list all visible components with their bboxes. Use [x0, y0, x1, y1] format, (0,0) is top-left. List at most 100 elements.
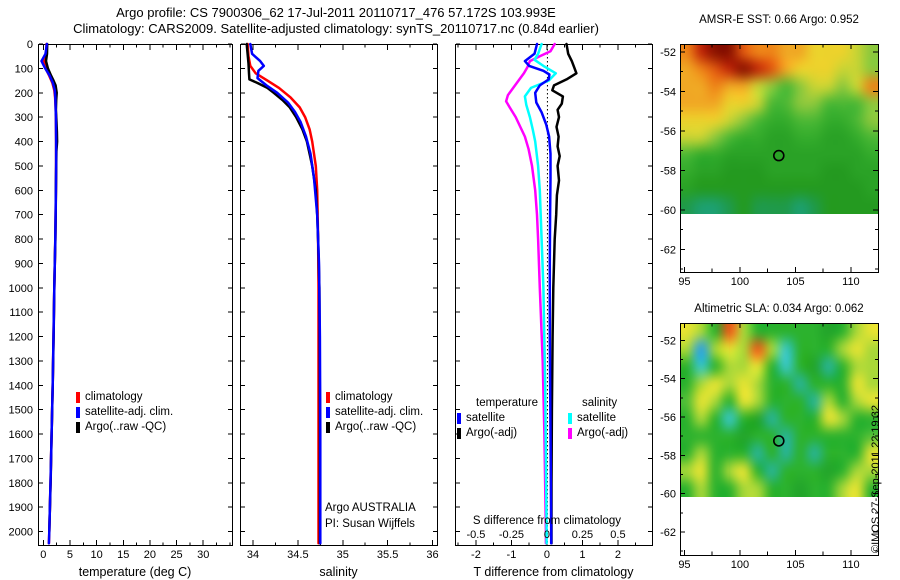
depth-tick-label: 2000 — [9, 527, 33, 539]
salinity_profile-series-climatology — [246, 42, 320, 545]
depth-tick-label: 1200 — [9, 332, 33, 344]
figure-title-line2: Climatology: CARS2009. Satellite-adjuste… — [73, 21, 599, 36]
legend-entry-label: Argo(-adj) — [466, 427, 518, 439]
sst_map-lon-tick-label: 95 — [678, 276, 690, 288]
legend-line-swatch — [326, 407, 330, 418]
salinity_profile-x-tick-label: 34.5 — [287, 549, 308, 561]
temperature_profile-panel: 0 5 10 15 20 25 300100200300400500600700800900… — [9, 39, 233, 579]
depth-tick-label: 0 — [27, 39, 33, 51]
legend-entry-label: satellite — [466, 412, 505, 424]
float-program-note: Argo AUSTRALIA PI: Susan Wijffels — [325, 501, 416, 532]
sst_map-lat-tick-label: -56 — [660, 126, 676, 138]
copyright-stamp: ©IMOS 27-Sep-2011 22:19:32 — [870, 405, 882, 553]
depth-tick-label: 1100 — [9, 307, 33, 319]
difference_profile-x-tick-label: -1 — [507, 549, 517, 561]
legend-entry: satellite — [457, 411, 538, 426]
legend-line-swatch — [457, 413, 461, 424]
depth-tick-label: 300 — [15, 112, 33, 124]
legend-entry: satellite-adj. clim. — [76, 405, 173, 420]
depth-tick-label: 1900 — [9, 502, 33, 514]
legend-entry: Argo(..raw -QC) — [76, 420, 173, 435]
salinity_profile-x-tick-label: 35 — [337, 549, 349, 561]
legend-line-swatch — [76, 392, 80, 403]
legend-line-swatch — [568, 413, 572, 424]
legend-line-swatch — [326, 392, 330, 403]
sla_map-lon-tick-label: 100 — [731, 559, 749, 571]
legend-entry: satellite — [568, 411, 628, 426]
temperature_profile-x-tick-label: 15 — [117, 549, 129, 561]
temperature_profile-x-tick-label: 30 — [197, 549, 209, 561]
s-axis-tick-label: 0.25 — [572, 529, 593, 541]
temperature_profile-x-tick-label: 0 — [40, 549, 46, 561]
sla_map-lon-tick-label: 110 — [842, 559, 860, 571]
difference_profile-series-s-argo-adj- — [504, 42, 556, 545]
s-axis-tick-label: 0 — [544, 529, 550, 541]
legend-entry-label: Argo(..raw -QC) — [335, 421, 417, 433]
temperature_profile-x-tick-label: 10 — [91, 549, 103, 561]
difference_profile-series-t-satellite — [523, 42, 553, 545]
depth-tick-label: 700 — [15, 210, 33, 222]
temperature_profile-series-argo-raw-qc — [44, 42, 59, 533]
sst_map-lat-tick-label: -58 — [660, 165, 676, 177]
legend-entry: Argo(-adj) — [568, 426, 628, 441]
salinity_profile-x-tick-label: 34 — [247, 549, 259, 561]
legend-entry: climatology — [76, 390, 173, 405]
sla_map-lat-tick-label: -54 — [660, 374, 676, 386]
s-axis-tick-label: -0.5 — [466, 529, 485, 541]
temperature_profile-axes-box — [38, 44, 233, 546]
difference-salinity-legend-header: salinity — [582, 397, 618, 409]
legend-line-swatch — [76, 422, 80, 433]
sla_map-lat-tick-label: -58 — [660, 450, 676, 462]
s-axis-tick-label: 0.5 — [610, 529, 625, 541]
legend-entry: Argo(-adj) — [457, 426, 538, 441]
sst_map-image — [680, 44, 878, 214]
sla_map-title: Altimetric SLA: 0.034 Argo: 0.062 — [694, 303, 864, 315]
depth-tick-label: 1500 — [9, 405, 33, 417]
depth-tick-label: 500 — [15, 161, 33, 173]
float-program-note-line: PI: Susan Wijffels — [325, 517, 415, 530]
salinity_profile-series-argo-raw-qc — [245, 42, 322, 545]
sla_map-image — [680, 323, 878, 497]
depth-tick-label: 400 — [15, 137, 33, 149]
difference-temperature-legend: temperature satellite Argo(-adj) — [457, 396, 538, 441]
salinity-panel-legend: climatology satellite-adj. clim. Argo(..ra… — [326, 390, 423, 435]
legend-line-swatch — [568, 428, 572, 439]
s-axis-tick-label: -0.25 — [499, 529, 524, 541]
legend-entry-label: satellite-adj. clim. — [335, 406, 424, 418]
float-program-note-line: Argo AUSTRALIA — [325, 502, 416, 514]
difference_profile-x-tick-label: 2 — [615, 549, 621, 561]
sla_map-lat-tick-label: -60 — [660, 489, 676, 501]
legend-line-swatch — [76, 407, 80, 418]
legend-entry-label: climatology — [85, 391, 143, 403]
sst_map-lat-tick-label: -60 — [660, 205, 676, 217]
legend-line-swatch — [326, 422, 330, 433]
difference-temperature-legend-header: temperature — [476, 397, 539, 409]
depth-tick-label: 800 — [15, 234, 33, 246]
sst_map-lon-tick-label: 110 — [842, 276, 860, 288]
depth-tick-label: 1300 — [9, 356, 33, 368]
legend-entry: climatology — [326, 390, 423, 405]
temperature_profile-series-climatology — [42, 42, 58, 545]
depth-tick-label: 1700 — [9, 453, 33, 465]
difference_profile-panel: -2 -1 0 1 2 T difference from climatology S di… — [455, 42, 653, 579]
temperature-panel-legend: climatology satellite-adj. clim. Argo(..ra… — [76, 390, 173, 435]
sla_map-lat-tick-label: -62 — [660, 527, 676, 539]
sst_map-lat-tick-label: -54 — [660, 86, 676, 98]
legend-entry-label: climatology — [335, 391, 393, 403]
figure-title-line1: Argo profile: CS 7900306_62 17-Jul-2011 … — [116, 5, 556, 20]
temperature_profile-series-satellite-adj-climatology — [40, 42, 58, 545]
salinity_profile-series-satellite-adj-climatology — [249, 42, 322, 545]
sla_map-lat-tick-label: -52 — [660, 335, 676, 347]
sst_map-title: AMSR-E SST: 0.66 Argo: 0.952 — [699, 14, 859, 26]
temperature_profile-x-tick-label: 20 — [144, 549, 156, 561]
salinity_profile-x-axis-label: salinity — [319, 565, 358, 579]
legend-entry: satellite-adj. clim. — [326, 405, 423, 420]
difference-salinity-legend: salinity satellite Argo(-adj) — [568, 396, 628, 441]
difference_profile-x-axis-label: T difference from climatology — [473, 565, 634, 579]
difference_profile-series-t-argo-adj- — [550, 42, 578, 545]
salinity_profile-axes-box — [240, 44, 438, 546]
difference_profile-series-s-satellite — [523, 42, 558, 545]
depth-tick-label: 1600 — [9, 429, 33, 441]
legend-entry-label: Argo(..raw -QC) — [85, 421, 167, 433]
